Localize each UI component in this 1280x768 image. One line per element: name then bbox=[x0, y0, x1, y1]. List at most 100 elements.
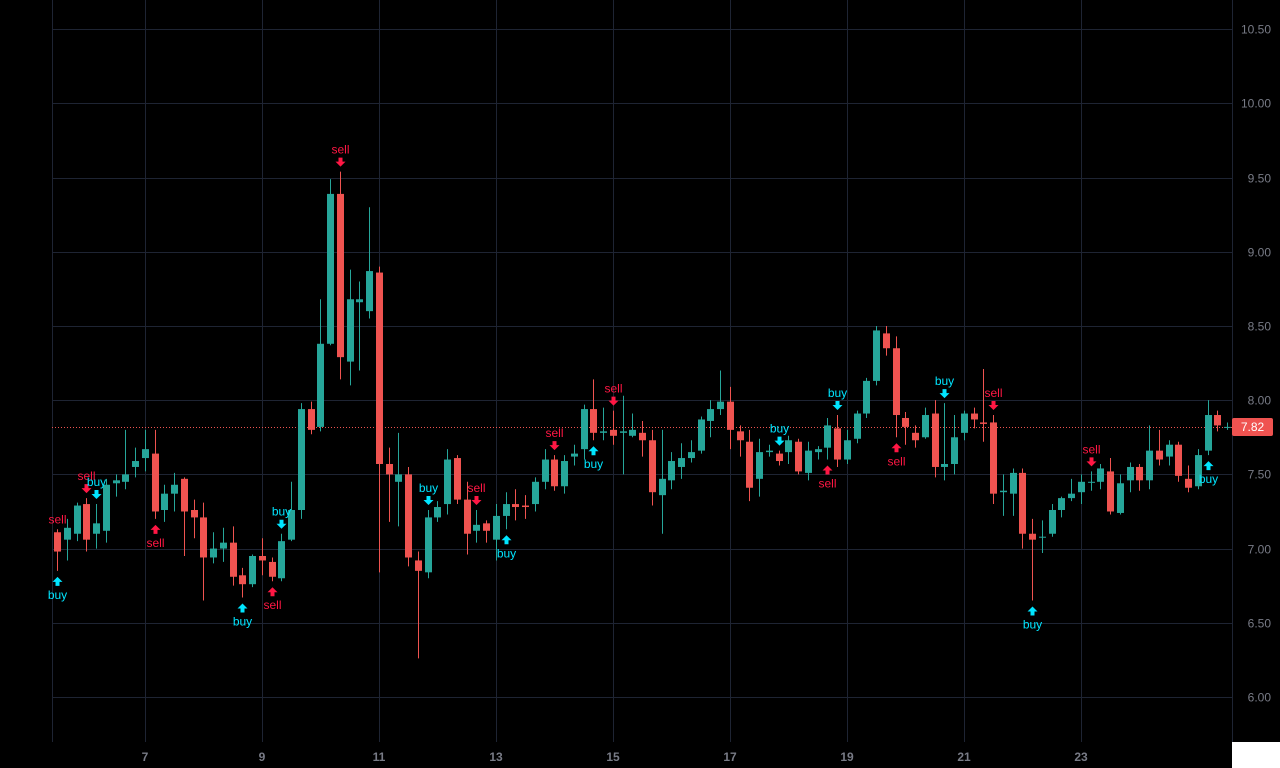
candle[interactable] bbox=[1000, 474, 1007, 516]
candle[interactable] bbox=[639, 420, 646, 457]
candle[interactable] bbox=[561, 455, 568, 494]
candle[interactable] bbox=[93, 504, 100, 549]
candle[interactable] bbox=[278, 533, 285, 582]
candle[interactable] bbox=[161, 484, 168, 522]
buy-signal[interactable]: buy bbox=[935, 374, 954, 399]
candle[interactable] bbox=[1049, 504, 1056, 537]
candle[interactable] bbox=[1185, 465, 1192, 493]
candle[interactable] bbox=[824, 417, 831, 460]
buy-signal[interactable]: buy bbox=[770, 422, 789, 446]
candle[interactable] bbox=[249, 554, 256, 588]
candle[interactable] bbox=[971, 407, 978, 429]
candle[interactable] bbox=[1146, 425, 1153, 490]
candle[interactable] bbox=[132, 447, 139, 478]
candle[interactable] bbox=[1097, 463, 1104, 490]
candle[interactable] bbox=[1224, 422, 1231, 430]
candle[interactable] bbox=[863, 377, 870, 418]
candle[interactable] bbox=[288, 481, 295, 542]
candle[interactable] bbox=[405, 466, 412, 567]
candle[interactable] bbox=[649, 429, 656, 506]
candle[interactable] bbox=[444, 449, 451, 515]
candle[interactable] bbox=[893, 336, 900, 438]
candle[interactable] bbox=[532, 477, 539, 512]
buy-signal[interactable]: buy bbox=[48, 576, 67, 602]
sell-signal[interactable]: sell bbox=[467, 481, 486, 505]
candle[interactable] bbox=[1107, 458, 1114, 515]
candle[interactable] bbox=[327, 179, 334, 346]
candle[interactable] bbox=[844, 429, 851, 464]
candle[interactable] bbox=[142, 429, 149, 472]
buy-signal[interactable]: buy bbox=[1023, 606, 1042, 632]
candle[interactable] bbox=[54, 529, 61, 571]
candle[interactable] bbox=[961, 410, 968, 441]
candle[interactable] bbox=[776, 450, 783, 466]
candle[interactable] bbox=[717, 370, 724, 416]
sell-signal[interactable]: sell bbox=[984, 386, 1003, 411]
candle[interactable] bbox=[785, 435, 792, 464]
buy-signal[interactable]: buy bbox=[272, 505, 291, 529]
candle[interactable] bbox=[1058, 496, 1065, 518]
candle[interactable] bbox=[698, 416, 705, 454]
candle[interactable] bbox=[83, 498, 90, 552]
candle[interactable] bbox=[181, 477, 188, 556]
candle[interactable] bbox=[122, 429, 129, 490]
buy-signal[interactable]: buy bbox=[87, 475, 106, 500]
buy-signal[interactable]: buy bbox=[497, 535, 516, 560]
candle[interactable] bbox=[922, 407, 929, 439]
sell-signal[interactable]: sell bbox=[263, 587, 282, 612]
candle[interactable] bbox=[746, 429, 753, 502]
candle[interactable] bbox=[356, 281, 363, 371]
sell-signal[interactable]: sell bbox=[331, 143, 350, 167]
candle[interactable] bbox=[707, 400, 714, 438]
buy-signal[interactable]: buy bbox=[233, 603, 252, 629]
candle[interactable] bbox=[941, 403, 948, 481]
candle[interactable] bbox=[581, 404, 588, 460]
candle[interactable] bbox=[1078, 474, 1085, 505]
candle[interactable] bbox=[298, 403, 305, 519]
candle[interactable] bbox=[415, 551, 422, 659]
candle[interactable] bbox=[1195, 449, 1202, 490]
candle[interactable] bbox=[171, 472, 178, 512]
candle[interactable] bbox=[64, 518, 71, 561]
candle[interactable] bbox=[376, 266, 383, 573]
candle[interactable] bbox=[395, 432, 402, 527]
candle[interactable] bbox=[464, 481, 471, 555]
candle[interactable] bbox=[883, 325, 890, 356]
candle[interactable] bbox=[620, 395, 627, 475]
candle[interactable] bbox=[542, 449, 549, 490]
candle[interactable] bbox=[1117, 474, 1124, 515]
candle[interactable] bbox=[668, 452, 675, 490]
candle[interactable] bbox=[990, 415, 997, 505]
buy-signal[interactable]: buy bbox=[828, 386, 847, 411]
candle[interactable] bbox=[1205, 400, 1212, 456]
candle[interactable] bbox=[600, 407, 607, 441]
sell-signal[interactable]: sell bbox=[146, 524, 165, 550]
candle[interactable] bbox=[1136, 463, 1143, 491]
candle[interactable] bbox=[571, 444, 578, 466]
candle[interactable] bbox=[678, 443, 685, 479]
candle[interactable] bbox=[103, 478, 110, 543]
candle[interactable] bbox=[629, 413, 636, 438]
candle[interactable] bbox=[980, 369, 987, 442]
candle[interactable] bbox=[200, 502, 207, 601]
candle[interactable] bbox=[1039, 520, 1046, 554]
candle[interactable] bbox=[191, 499, 198, 539]
candle[interactable] bbox=[366, 207, 373, 319]
candle[interactable] bbox=[473, 509, 480, 543]
sell-signal[interactable]: sell bbox=[48, 512, 66, 526]
candle[interactable] bbox=[1088, 471, 1095, 491]
sell-signal[interactable]: sell bbox=[887, 443, 906, 468]
candle[interactable] bbox=[434, 501, 441, 522]
candle[interactable] bbox=[551, 455, 558, 491]
candle[interactable] bbox=[1127, 462, 1134, 493]
sell-signal[interactable]: sell bbox=[818, 465, 837, 491]
candle[interactable] bbox=[873, 325, 880, 386]
candle[interactable] bbox=[230, 526, 237, 586]
candle[interactable] bbox=[210, 532, 217, 564]
candle[interactable] bbox=[259, 538, 266, 576]
candle[interactable] bbox=[1019, 468, 1026, 549]
candle[interactable] bbox=[512, 489, 519, 521]
candle[interactable] bbox=[815, 446, 822, 460]
candle[interactable] bbox=[737, 425, 744, 457]
